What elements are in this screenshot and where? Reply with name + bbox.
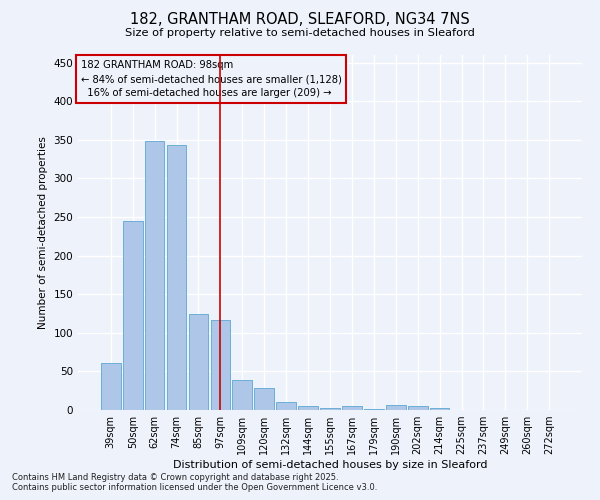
Bar: [232, 380, 252, 410]
Bar: [298, 406, 318, 410]
Bar: [320, 408, 340, 410]
Bar: [386, 406, 406, 410]
Bar: [188, 314, 208, 410]
Bar: [123, 221, 143, 410]
Bar: [364, 409, 384, 410]
Bar: [211, 320, 230, 410]
Y-axis label: Number of semi-detached properties: Number of semi-detached properties: [38, 136, 48, 329]
Text: 182 GRANTHAM ROAD: 98sqm
← 84% of semi-detached houses are smaller (1,128)
  16%: 182 GRANTHAM ROAD: 98sqm ← 84% of semi-d…: [80, 60, 341, 98]
Text: Size of property relative to semi-detached houses in Sleaford: Size of property relative to semi-detach…: [125, 28, 475, 38]
Bar: [342, 406, 362, 410]
Text: 182, GRANTHAM ROAD, SLEAFORD, NG34 7NS: 182, GRANTHAM ROAD, SLEAFORD, NG34 7NS: [130, 12, 470, 28]
Text: Contains HM Land Registry data © Crown copyright and database right 2025.
Contai: Contains HM Land Registry data © Crown c…: [12, 473, 377, 492]
Bar: [167, 144, 187, 410]
Bar: [101, 363, 121, 410]
Bar: [145, 140, 164, 410]
Bar: [254, 388, 274, 410]
X-axis label: Distribution of semi-detached houses by size in Sleaford: Distribution of semi-detached houses by …: [173, 460, 487, 470]
Bar: [408, 406, 428, 410]
Bar: [276, 402, 296, 410]
Bar: [430, 408, 449, 410]
